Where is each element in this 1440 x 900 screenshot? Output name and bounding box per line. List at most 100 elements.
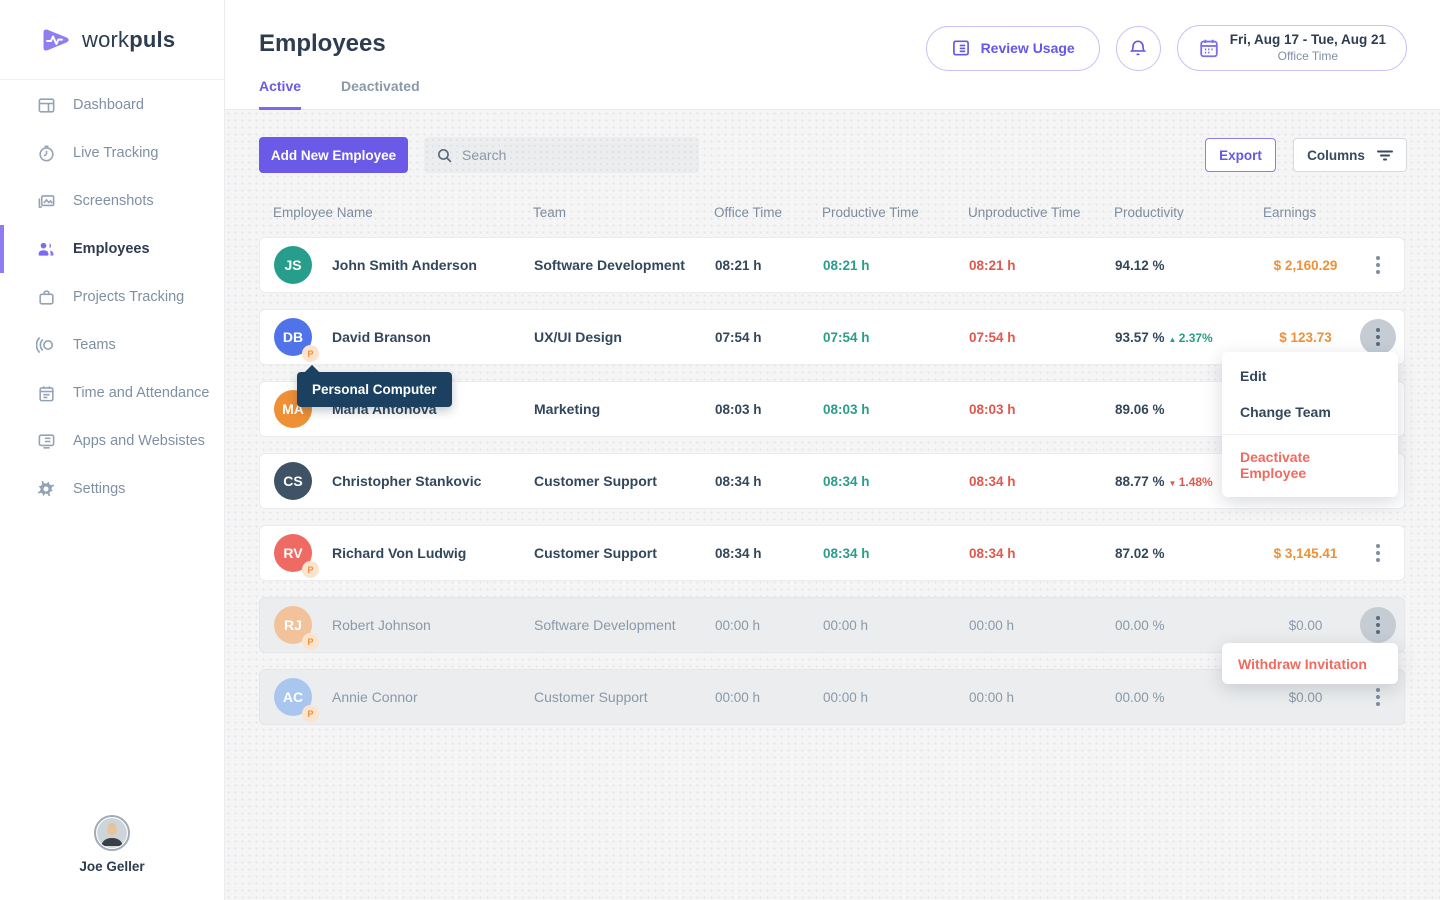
avatar: JS — [274, 246, 312, 284]
employees-icon — [36, 239, 56, 259]
avatar: DB P — [274, 318, 319, 362]
avatar: RJ P — [274, 606, 319, 650]
row-menu-button[interactable] — [1360, 247, 1396, 283]
user-avatar[interactable] — [94, 815, 130, 851]
earnings: $0.00 — [1288, 617, 1323, 633]
personal-computer-badge[interactable]: P — [302, 633, 319, 650]
office-time: 00:00 h — [715, 689, 761, 705]
sidebar: workpuls Dashboard Live Tracking Screens… — [0, 0, 225, 900]
unproductive-time: 08:21 h — [969, 257, 1016, 273]
search-box[interactable] — [424, 137, 699, 173]
filter-icon — [1376, 150, 1393, 161]
table-row: CS Christopher Stankovic Customer Suppor… — [259, 453, 1405, 509]
sidebar-item-apps-and-websites[interactable]: Apps and Websistes — [0, 417, 224, 465]
settings-gear-icon — [36, 479, 56, 499]
notifications-button[interactable] — [1115, 25, 1161, 71]
productive-time: 08:21 h — [823, 257, 870, 273]
productivity: 94.12 % — [1115, 257, 1165, 273]
productivity-change-down: 1.48% — [1169, 475, 1213, 489]
productive-time: 07:54 h — [823, 329, 870, 345]
review-usage-label: Review Usage — [980, 40, 1075, 56]
sidebar-item-label: Apps and Websistes — [73, 433, 205, 449]
personal-computer-tooltip: Personal Computer — [297, 372, 452, 407]
unproductive-time: 00:00 h — [969, 617, 1015, 633]
current-user[interactable]: Joe Geller — [0, 815, 224, 874]
tab-deactivated[interactable]: Deactivated — [341, 78, 420, 94]
search-input[interactable] — [462, 147, 682, 163]
columns-button[interactable]: Columns — [1293, 138, 1407, 172]
bell-icon — [1129, 40, 1147, 56]
table-row: RV P Richard Von Ludwig Customer Support… — [259, 525, 1405, 581]
row-menu-button[interactable] — [1360, 679, 1396, 715]
table-row: DB P David Branson UX/UI Design 07:54 h … — [259, 309, 1405, 365]
sidebar-item-time-and-attendance[interactable]: Time and Attendance — [0, 369, 224, 417]
personal-computer-badge[interactable]: P — [302, 345, 319, 362]
personal-computer-badge[interactable]: P — [302, 561, 319, 578]
earnings: $ 3,145.41 — [1273, 545, 1338, 561]
avatar: RV P — [274, 534, 319, 578]
table-row: JS John Smith Anderson Software Developm… — [259, 237, 1405, 293]
row-menu-button[interactable] — [1360, 607, 1396, 643]
employee-name: Richard Von Ludwig — [332, 545, 467, 561]
employee-team: Customer Support — [534, 689, 648, 705]
personal-computer-badge[interactable]: P — [302, 705, 319, 722]
sidebar-item-label: Time and Attendance — [73, 385, 210, 401]
employee-team: Software Development — [534, 617, 676, 633]
productive-time: 08:34 h — [823, 473, 870, 489]
row-context-menu: Edit Change Team Deactivate Employee — [1222, 352, 1398, 497]
menu-item-withdraw-invitation[interactable]: Withdraw Invitation — [1238, 655, 1367, 672]
time-attendance-icon — [36, 383, 56, 403]
productive-time: 08:34 h — [823, 545, 870, 561]
office-time: 08:03 h — [715, 401, 762, 417]
row-menu-button[interactable] — [1360, 319, 1396, 355]
productivity: 87.02 % — [1115, 545, 1165, 561]
sidebar-item-live-tracking[interactable]: Live Tracking — [0, 129, 224, 177]
tab-active[interactable]: Active — [259, 78, 302, 110]
sidebar-item-label: Employees — [73, 241, 150, 257]
sidebar-item-label: Teams — [73, 337, 116, 353]
menu-item-deactivate-employee[interactable]: Deactivate Employee — [1240, 449, 1311, 481]
export-button[interactable]: Export — [1205, 138, 1276, 172]
review-usage-button[interactable]: Review Usage — [925, 25, 1100, 71]
col-productivity: Productivity — [1114, 205, 1184, 220]
menu-item-edit[interactable]: Edit — [1240, 368, 1267, 384]
sidebar-item-employees[interactable]: Employees — [0, 225, 224, 273]
sidebar-item-dashboard[interactable]: Dashboard — [0, 81, 224, 129]
earnings: $0.00 — [1288, 689, 1323, 705]
sidebar-item-projects-tracking[interactable]: Projects Tracking — [0, 273, 224, 321]
sidebar-item-label: Dashboard — [73, 97, 144, 113]
office-time: 00:00 h — [715, 617, 761, 633]
productive-time: 08:03 h — [823, 401, 870, 417]
employee-team: Marketing — [534, 401, 601, 417]
sidebar-item-label: Settings — [73, 481, 126, 497]
employee-name: Christopher Stankovic — [332, 473, 482, 489]
productivity: 93.57 %2.37% — [1115, 330, 1264, 345]
search-icon — [437, 148, 452, 162]
review-usage-icon — [952, 40, 969, 56]
col-team: Team — [533, 205, 567, 220]
col-earnings: Earnings — [1263, 205, 1317, 220]
employee-team: Customer Support — [534, 473, 657, 489]
employee-name: David Branson — [332, 329, 431, 345]
sidebar-item-screenshots[interactable]: Screenshots — [0, 177, 224, 225]
office-time: 07:54 h — [715, 329, 762, 345]
tabs: Active Deactivated — [259, 78, 420, 110]
menu-item-change-team[interactable]: Change Team — [1240, 404, 1331, 420]
col-employee-name: Employee Name — [273, 205, 373, 220]
productivity: 89.06 % — [1115, 401, 1165, 417]
productivity: 00.00 % — [1115, 617, 1165, 633]
dashboard-icon — [36, 95, 56, 115]
employee-team: Customer Support — [534, 545, 657, 561]
brand-name: workpuls — [82, 26, 176, 52]
productive-time: 00:00 h — [823, 689, 869, 705]
date-range-label: Fri, Aug 17 - Tue, Aug 21 — [1229, 32, 1386, 48]
avatar: AC P — [274, 678, 319, 722]
date-range-button[interactable]: Fri, Aug 17 - Tue, Aug 21 Office Time — [1176, 25, 1407, 71]
sidebar-item-teams[interactable]: Teams — [0, 321, 224, 369]
unproductive-time: 00:00 h — [969, 689, 1015, 705]
add-new-employee-button[interactable]: Add New Employee — [259, 137, 408, 173]
employees-content: Add New Employee Export Columns Employee… — [225, 110, 1440, 900]
row-menu-button[interactable] — [1360, 535, 1396, 571]
sidebar-item-settings[interactable]: Settings — [0, 465, 224, 513]
